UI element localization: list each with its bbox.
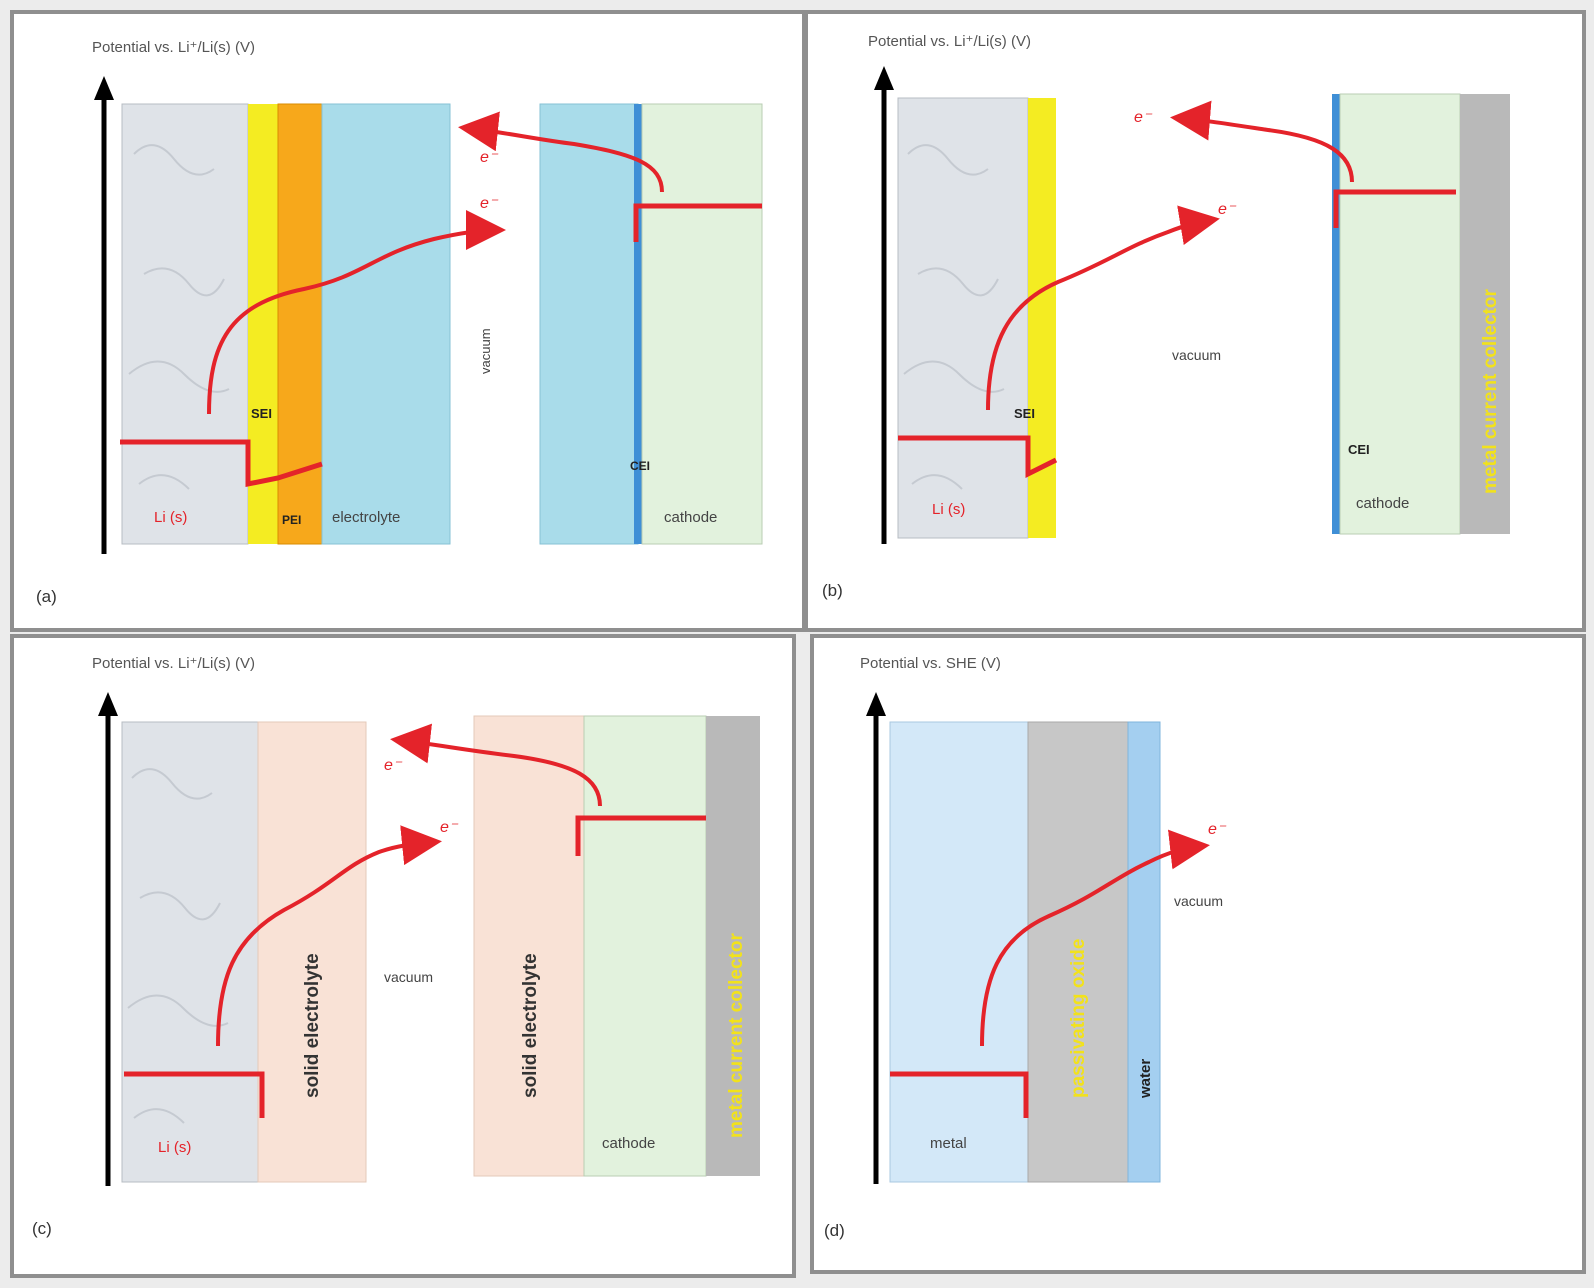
lithium-texture <box>127 768 229 1124</box>
li-label: Li (s) <box>932 501 965 518</box>
electron-in-label: e⁻ <box>440 819 459 836</box>
lithium-texture <box>903 144 1005 490</box>
solid-electrolyte-right-label: solid electrolyte <box>520 953 541 1098</box>
anode-fermi-level <box>124 1071 265 1118</box>
oxide-label: passivating oxide <box>1068 939 1089 1098</box>
water-label: water <box>1137 1059 1154 1099</box>
electron-in-label: e⁻ <box>480 195 499 212</box>
lithium-region <box>121 103 249 545</box>
lithium-texture <box>128 144 230 490</box>
sei-label: SEI <box>251 406 272 421</box>
anode-fermi-level <box>898 435 1058 479</box>
cathode-fermi-level <box>575 815 706 856</box>
panel-tag: (d) <box>824 1221 845 1240</box>
axis-label: Potential vs. Li⁺/Li(s) (V) <box>92 39 255 56</box>
panel-b: Potential vs. Li⁺/Li(s) (V) Li (s) SEI v… <box>804 10 1586 632</box>
solid-electrolyte-left-label: solid electrolyte <box>302 953 323 1098</box>
current-collector <box>1460 94 1510 534</box>
li-label: Li (s) <box>154 509 187 526</box>
cathode-label: cathode <box>664 509 717 526</box>
panel-b-diagram: Potential vs. Li⁺/Li(s) (V) Li (s) SEI v… <box>822 33 1510 600</box>
electron-in-label: e⁻ <box>1218 201 1237 218</box>
metal-fermi-level <box>890 1071 1029 1118</box>
lithium-region <box>897 97 1029 539</box>
oxide-layer <box>1027 721 1129 1183</box>
panel-tag: (b) <box>822 581 843 600</box>
cathode-region <box>1339 93 1461 535</box>
electron-in-label: e⁻ <box>1208 821 1227 838</box>
axis-label: Potential vs. Li⁺/Li(s) (V) <box>868 33 1031 50</box>
collector-label: metal current collector <box>1480 289 1501 494</box>
axis-label: Potential vs. SHE (V) <box>860 655 1001 672</box>
electron-extraction-arrow <box>1170 100 1354 183</box>
cei-label: CEI <box>630 459 650 473</box>
sei-layer <box>248 104 278 544</box>
electron-extraction-arrow <box>390 723 602 807</box>
cathode-label: cathode <box>1356 495 1409 512</box>
panel-d: Potential vs. SHE (V) metal passivating … <box>810 634 1586 1274</box>
vacuum-label: vacuum <box>478 328 493 374</box>
panel-tag: (c) <box>32 1219 52 1238</box>
vacuum-label: vacuum <box>384 969 433 985</box>
electron-emission-arrow <box>216 825 442 1047</box>
electron-extraction-arrow <box>458 111 664 193</box>
electron-out-label: e⁻ <box>480 149 499 166</box>
panel-a-diagram: Potential vs. Li⁺/Li(s) (V) Li (s) SEI P… <box>36 39 763 606</box>
vacuum-label: vacuum <box>1172 347 1221 363</box>
panel-c-diagram: Potential vs. Li⁺/Li(s) (V) Li (s) solid… <box>32 655 760 1238</box>
panel-c: Potential vs. Li⁺/Li(s) (V) Li (s) solid… <box>10 634 796 1278</box>
electron-emission-arrow <box>986 205 1220 411</box>
cei-layer <box>1332 94 1340 534</box>
axis-label: Potential vs. Li⁺/Li(s) (V) <box>92 655 255 672</box>
solid-electrolyte-right <box>473 715 585 1177</box>
water-layer <box>1127 721 1161 1183</box>
axis-arrowhead <box>94 76 114 100</box>
cathode-fermi-level <box>633 203 762 242</box>
axis-arrowhead <box>874 66 894 90</box>
li-label: Li (s) <box>158 1139 191 1156</box>
electrolyte-label: electrolyte <box>332 509 400 526</box>
cei-layer <box>634 104 642 544</box>
panel-d-diagram: Potential vs. SHE (V) metal passivating … <box>824 655 1227 1240</box>
sei-label: SEI <box>1014 406 1035 421</box>
axis-arrowhead <box>866 692 886 716</box>
cathode-region <box>583 715 707 1177</box>
electrolyte-right-region <box>539 103 639 545</box>
cathode-region <box>641 103 763 545</box>
cei-label: CEI <box>1348 442 1370 457</box>
vacuum-label: vacuum <box>1174 893 1223 909</box>
solid-electrolyte-left <box>257 721 367 1183</box>
cathode-fermi-level <box>1333 189 1456 228</box>
axis-arrowhead <box>98 692 118 716</box>
panel-a: Potential vs. Li⁺/Li(s) (V) Li (s) SEI P… <box>10 10 806 632</box>
collector-label: metal current collector <box>726 933 747 1138</box>
metal-label: metal <box>930 1135 967 1152</box>
cathode-label: cathode <box>602 1135 655 1152</box>
lithium-region <box>121 721 259 1183</box>
anode-fermi-level <box>120 439 323 488</box>
current-collector <box>706 716 760 1176</box>
electron-emission-arrow <box>207 210 506 415</box>
panel-tag: (a) <box>36 587 57 606</box>
electron-out-label: e⁻ <box>1134 109 1153 126</box>
metal-region <box>889 721 1029 1183</box>
electrolyte-region <box>321 103 451 545</box>
pei-label: PEI <box>282 513 301 527</box>
electron-emission-arrow <box>980 829 1210 1047</box>
electron-out-label: e⁻ <box>384 757 403 774</box>
